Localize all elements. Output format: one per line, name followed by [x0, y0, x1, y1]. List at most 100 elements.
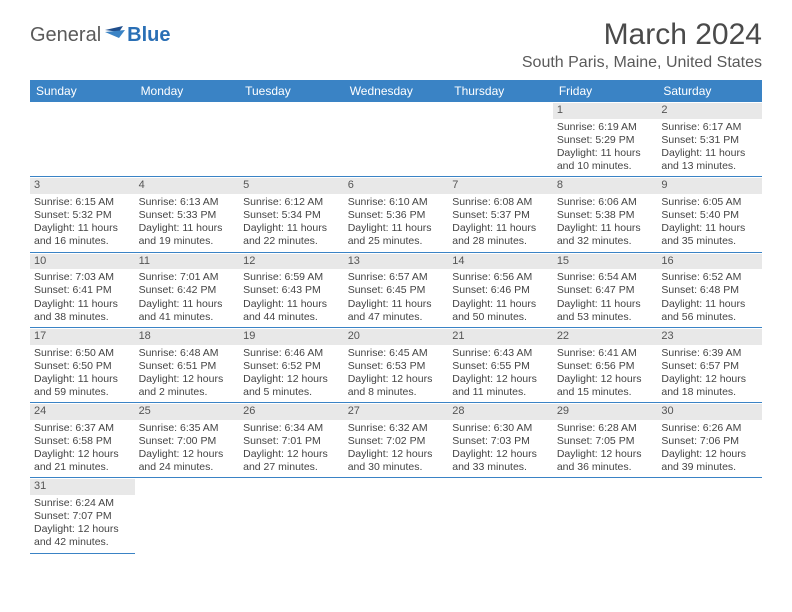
sunset-text: Sunset: 7:00 PM	[139, 435, 236, 448]
calendar-cell: 28Sunrise: 6:30 AMSunset: 7:03 PMDayligh…	[448, 403, 553, 478]
sunset-text: Sunset: 6:53 PM	[348, 360, 445, 373]
daylight-text: Daylight: 12 hours and 24 minutes.	[139, 448, 236, 474]
calendar-cell: 27Sunrise: 6:32 AMSunset: 7:02 PMDayligh…	[344, 403, 449, 478]
daylight-text: Daylight: 12 hours and 8 minutes.	[348, 373, 445, 399]
daylight-text: Daylight: 11 hours and 50 minutes.	[452, 298, 549, 324]
daylight-text: Daylight: 11 hours and 35 minutes.	[661, 222, 758, 248]
sunset-text: Sunset: 5:34 PM	[243, 209, 340, 222]
sunset-text: Sunset: 7:05 PM	[557, 435, 654, 448]
sunrise-text: Sunrise: 6:45 AM	[348, 347, 445, 360]
calendar-cell: 21Sunrise: 6:43 AMSunset: 6:55 PMDayligh…	[448, 327, 553, 402]
day-number: 19	[239, 329, 344, 345]
sunrise-text: Sunrise: 6:56 AM	[452, 271, 549, 284]
sunset-text: Sunset: 5:29 PM	[557, 134, 654, 147]
calendar-cell: 24Sunrise: 6:37 AMSunset: 6:58 PMDayligh…	[30, 403, 135, 478]
calendar-cell: 19Sunrise: 6:46 AMSunset: 6:52 PMDayligh…	[239, 327, 344, 402]
sunset-text: Sunset: 5:31 PM	[661, 134, 758, 147]
calendar-cell: 31Sunrise: 6:24 AMSunset: 7:07 PMDayligh…	[30, 478, 135, 553]
sunset-text: Sunset: 6:58 PM	[34, 435, 131, 448]
weekday-header: Thursday	[448, 80, 553, 102]
sunrise-text: Sunrise: 6:57 AM	[348, 271, 445, 284]
daylight-text: Daylight: 11 hours and 16 minutes.	[34, 222, 131, 248]
calendar-cell	[553, 478, 658, 553]
calendar-cell: 16Sunrise: 6:52 AMSunset: 6:48 PMDayligh…	[657, 252, 762, 327]
sunrise-text: Sunrise: 6:10 AM	[348, 196, 445, 209]
daylight-text: Daylight: 12 hours and 27 minutes.	[243, 448, 340, 474]
day-number: 29	[553, 404, 658, 420]
daylight-text: Daylight: 11 hours and 28 minutes.	[452, 222, 549, 248]
daylight-text: Daylight: 11 hours and 25 minutes.	[348, 222, 445, 248]
day-number: 10	[30, 254, 135, 270]
calendar-cell: 15Sunrise: 6:54 AMSunset: 6:47 PMDayligh…	[553, 252, 658, 327]
daylight-text: Daylight: 12 hours and 11 minutes.	[452, 373, 549, 399]
sunrise-text: Sunrise: 7:01 AM	[139, 271, 236, 284]
sunrise-text: Sunrise: 6:41 AM	[557, 347, 654, 360]
weekday-header: Saturday	[657, 80, 762, 102]
sunrise-text: Sunrise: 6:17 AM	[661, 121, 758, 134]
sunrise-text: Sunrise: 6:15 AM	[34, 196, 131, 209]
day-number: 30	[657, 404, 762, 420]
weekday-header: Friday	[553, 80, 658, 102]
day-number: 15	[553, 254, 658, 270]
brand-logo: General Blue	[30, 18, 171, 47]
sunset-text: Sunset: 7:02 PM	[348, 435, 445, 448]
day-number: 18	[135, 329, 240, 345]
daylight-text: Daylight: 11 hours and 44 minutes.	[243, 298, 340, 324]
day-number: 2	[657, 103, 762, 119]
sunrise-text: Sunrise: 6:12 AM	[243, 196, 340, 209]
daylight-text: Daylight: 11 hours and 56 minutes.	[661, 298, 758, 324]
calendar-cell: 30Sunrise: 6:26 AMSunset: 7:06 PMDayligh…	[657, 403, 762, 478]
day-number: 22	[553, 329, 658, 345]
daylight-text: Daylight: 11 hours and 22 minutes.	[243, 222, 340, 248]
weekday-header: Tuesday	[239, 80, 344, 102]
sunset-text: Sunset: 6:50 PM	[34, 360, 131, 373]
sunset-text: Sunset: 6:56 PM	[557, 360, 654, 373]
sunrise-text: Sunrise: 6:24 AM	[34, 497, 131, 510]
sunset-text: Sunset: 5:33 PM	[139, 209, 236, 222]
sunrise-text: Sunrise: 6:28 AM	[557, 422, 654, 435]
sunset-text: Sunset: 6:47 PM	[557, 284, 654, 297]
sunrise-text: Sunrise: 6:52 AM	[661, 271, 758, 284]
calendar-cell: 3Sunrise: 6:15 AMSunset: 5:32 PMDaylight…	[30, 177, 135, 252]
sunset-text: Sunset: 5:38 PM	[557, 209, 654, 222]
daylight-text: Daylight: 11 hours and 19 minutes.	[139, 222, 236, 248]
calendar-cell	[448, 102, 553, 177]
sunset-text: Sunset: 5:37 PM	[452, 209, 549, 222]
sunset-text: Sunset: 6:42 PM	[139, 284, 236, 297]
calendar-cell: 18Sunrise: 6:48 AMSunset: 6:51 PMDayligh…	[135, 327, 240, 402]
sunset-text: Sunset: 7:06 PM	[661, 435, 758, 448]
day-number: 20	[344, 329, 449, 345]
calendar-cell: 2Sunrise: 6:17 AMSunset: 5:31 PMDaylight…	[657, 102, 762, 177]
sunrise-text: Sunrise: 6:48 AM	[139, 347, 236, 360]
day-number: 21	[448, 329, 553, 345]
calendar-cell	[135, 478, 240, 553]
sunset-text: Sunset: 6:52 PM	[243, 360, 340, 373]
sunrise-text: Sunrise: 6:30 AM	[452, 422, 549, 435]
sunrise-text: Sunrise: 6:19 AM	[557, 121, 654, 134]
sunset-text: Sunset: 6:48 PM	[661, 284, 758, 297]
calendar-head: SundayMondayTuesdayWednesdayThursdayFrid…	[30, 80, 762, 102]
sunrise-text: Sunrise: 6:35 AM	[139, 422, 236, 435]
calendar-cell: 26Sunrise: 6:34 AMSunset: 7:01 PMDayligh…	[239, 403, 344, 478]
day-number: 8	[553, 178, 658, 194]
calendar-cell: 22Sunrise: 6:41 AMSunset: 6:56 PMDayligh…	[553, 327, 658, 402]
sunset-text: Sunset: 6:55 PM	[452, 360, 549, 373]
calendar-cell: 12Sunrise: 6:59 AMSunset: 6:43 PMDayligh…	[239, 252, 344, 327]
calendar-body: 1Sunrise: 6:19 AMSunset: 5:29 PMDaylight…	[30, 102, 762, 553]
calendar-cell: 5Sunrise: 6:12 AMSunset: 5:34 PMDaylight…	[239, 177, 344, 252]
daylight-text: Daylight: 12 hours and 36 minutes.	[557, 448, 654, 474]
calendar-cell: 9Sunrise: 6:05 AMSunset: 5:40 PMDaylight…	[657, 177, 762, 252]
calendar-cell: 4Sunrise: 6:13 AMSunset: 5:33 PMDaylight…	[135, 177, 240, 252]
calendar-cell: 20 Sunrise: 6:45 AMSunset: 6:53 PMDayligh…	[344, 327, 449, 402]
calendar-cell	[30, 102, 135, 177]
day-number: 7	[448, 178, 553, 194]
day-number: 26	[239, 404, 344, 420]
sunset-text: Sunset: 5:32 PM	[34, 209, 131, 222]
sunrise-text: Sunrise: 7:03 AM	[34, 271, 131, 284]
calendar-cell	[344, 478, 449, 553]
page-title: March 2024	[522, 18, 762, 52]
brand-part1: General	[30, 24, 101, 47]
sunset-text: Sunset: 7:01 PM	[243, 435, 340, 448]
daylight-text: Daylight: 12 hours and 21 minutes.	[34, 448, 131, 474]
sunset-text: Sunset: 6:46 PM	[452, 284, 549, 297]
